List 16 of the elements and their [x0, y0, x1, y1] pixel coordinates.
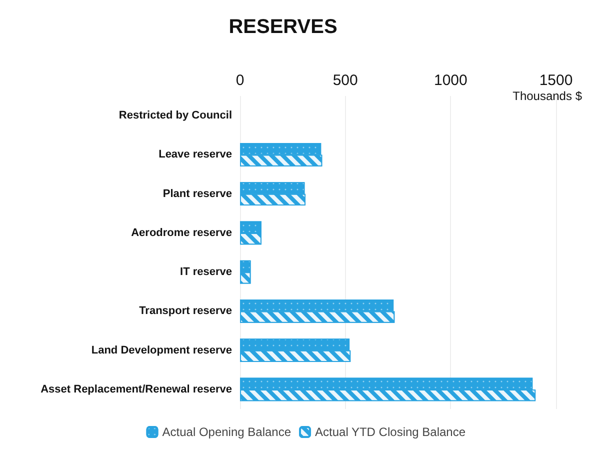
chart-title: RESERVES: [228, 16, 338, 38]
y-tick-label: IT reserve: [180, 266, 232, 278]
y-tick-label: Leave reserve: [158, 148, 232, 161]
x-axis-title: Thousands $: [512, 89, 582, 103]
y-tick-label: Transport reserve: [139, 305, 232, 318]
x-tick-label: 1500: [539, 72, 573, 89]
y-tick-label: Restricted by Council: [118, 110, 232, 122]
x-tick-label: 1000: [434, 72, 468, 89]
legend-label: Actual Opening Balance: [162, 425, 292, 439]
x-tick-label: 0: [236, 72, 244, 89]
y-tick-label: Land Development reserve: [91, 344, 232, 356]
y-tick-label: Asset Replacement/Renewal reserve: [40, 383, 232, 396]
y-tick-label: Aerodrome reserve: [131, 226, 232, 239]
x-tick-label: 500: [332, 72, 358, 89]
y-tick-label: Plant reserve: [162, 188, 232, 200]
legend-label: Actual YTD Closing Balance: [315, 425, 466, 439]
